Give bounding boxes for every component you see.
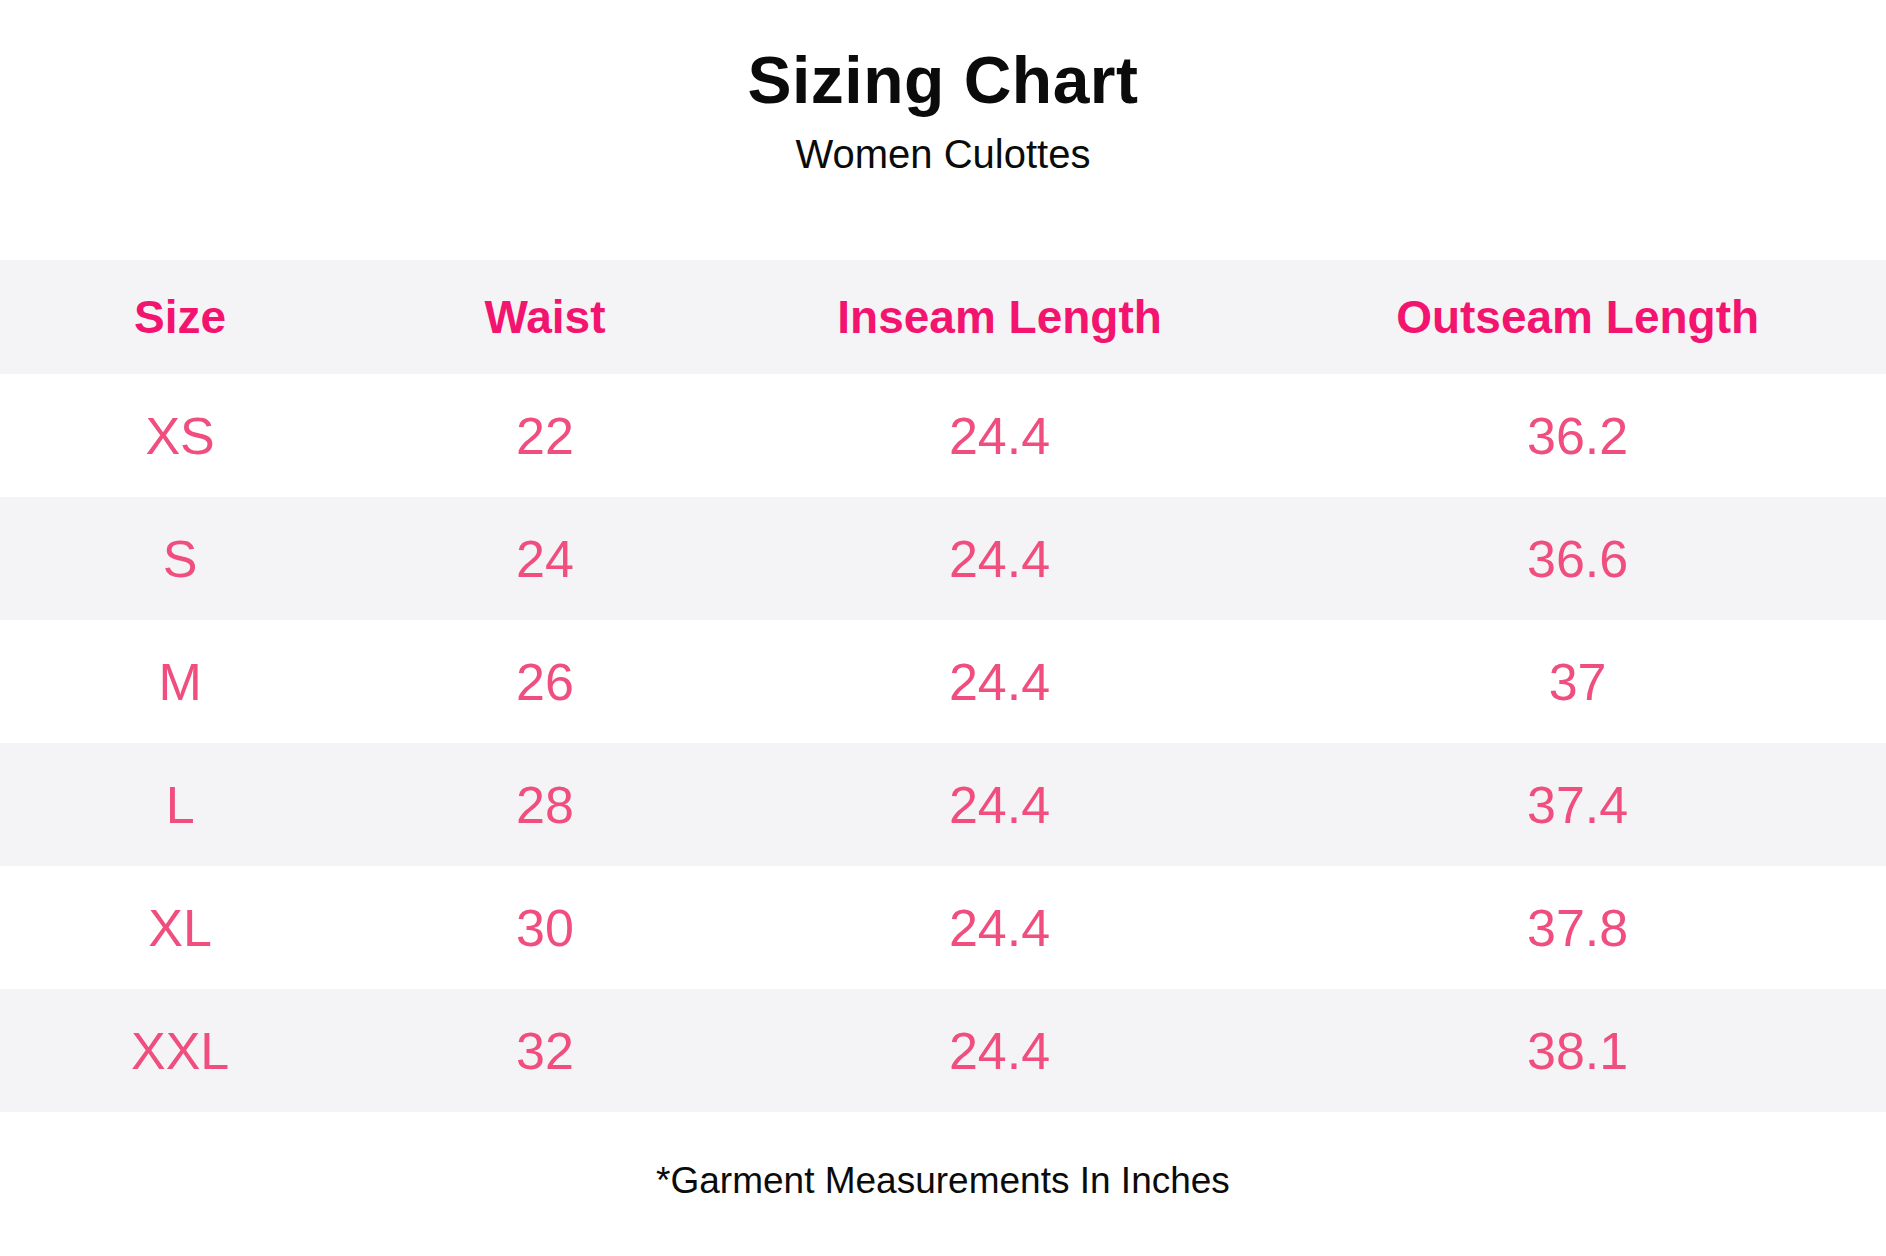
- measurement-footnote: *Garment Measurements In Inches: [0, 1160, 1886, 1202]
- cell-s-outseam-length: 36.6: [1269, 497, 1886, 620]
- page-title: Sizing Chart: [0, 46, 1886, 115]
- column-header-size: Size: [0, 260, 360, 374]
- cell-xxl-inseam-length: 24.4: [730, 989, 1269, 1112]
- cell-m-outseam-length: 37: [1269, 620, 1886, 743]
- cell-xl-waist: 30: [360, 866, 730, 989]
- page-subtitle: Women Culottes: [0, 131, 1886, 177]
- cell-xxl-outseam-length: 38.1: [1269, 989, 1886, 1112]
- cell-xl-inseam-length: 24.4: [730, 866, 1269, 989]
- column-header-waist: Waist: [360, 260, 730, 374]
- table-row-xl: XL3024.437.8: [0, 866, 1886, 989]
- cell-l-inseam-length: 24.4: [730, 743, 1269, 866]
- cell-s-size: S: [0, 497, 360, 620]
- cell-xxl-waist: 32: [360, 989, 730, 1112]
- cell-xl-outseam-length: 37.8: [1269, 866, 1886, 989]
- cell-l-outseam-length: 37.4: [1269, 743, 1886, 866]
- header-row: SizeWaistInseam LengthOutseam Length: [0, 260, 1886, 374]
- cell-s-waist: 24: [360, 497, 730, 620]
- cell-xl-size: XL: [0, 866, 360, 989]
- column-header-inseam-length: Inseam Length: [730, 260, 1269, 374]
- sizing-chart-table: SizeWaistInseam LengthOutseam Length XS2…: [0, 260, 1886, 1112]
- table-row-m: M2624.437: [0, 620, 1886, 743]
- cell-xs-inseam-length: 24.4: [730, 374, 1269, 497]
- cell-xs-size: XS: [0, 374, 360, 497]
- table-row-s: S2424.436.6: [0, 497, 1886, 620]
- cell-s-inseam-length: 24.4: [730, 497, 1269, 620]
- table-row-xxl: XXL3224.438.1: [0, 989, 1886, 1112]
- cell-xs-waist: 22: [360, 374, 730, 497]
- size-table-body: XS2224.436.2S2424.436.6M2624.437L2824.43…: [0, 374, 1886, 1112]
- column-header-outseam-length: Outseam Length: [1269, 260, 1886, 374]
- cell-m-size: M: [0, 620, 360, 743]
- table-header: SizeWaistInseam LengthOutseam Length: [0, 260, 1886, 374]
- cell-l-waist: 28: [360, 743, 730, 866]
- title-block: Sizing Chart Women Culottes: [0, 0, 1886, 177]
- table-row-xs: XS2224.436.2: [0, 374, 1886, 497]
- cell-m-inseam-length: 24.4: [730, 620, 1269, 743]
- cell-xxl-size: XXL: [0, 989, 360, 1112]
- cell-l-size: L: [0, 743, 360, 866]
- table-row-l: L2824.437.4: [0, 743, 1886, 866]
- cell-xs-outseam-length: 36.2: [1269, 374, 1886, 497]
- cell-m-waist: 26: [360, 620, 730, 743]
